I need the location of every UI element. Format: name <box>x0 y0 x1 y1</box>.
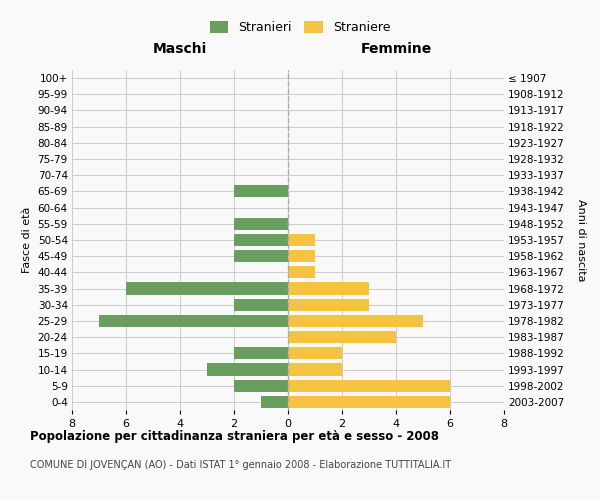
Y-axis label: Anni di nascita: Anni di nascita <box>576 198 586 281</box>
Bar <box>288 380 450 392</box>
Bar <box>288 364 342 376</box>
Bar <box>288 234 315 246</box>
Bar <box>261 396 288 408</box>
Text: COMUNE DI JOVENÇAN (AO) - Dati ISTAT 1° gennaio 2008 - Elaborazione TUTTITALIA.I: COMUNE DI JOVENÇAN (AO) - Dati ISTAT 1° … <box>30 460 451 470</box>
Text: Popolazione per cittadinanza straniera per età e sesso - 2008: Popolazione per cittadinanza straniera p… <box>30 430 439 443</box>
Bar <box>234 380 288 392</box>
Text: Maschi: Maschi <box>153 42 207 56</box>
Bar <box>234 250 288 262</box>
Bar <box>288 331 396 343</box>
Bar <box>288 348 342 360</box>
Bar <box>126 282 288 294</box>
Bar <box>234 234 288 246</box>
Y-axis label: Fasce di età: Fasce di età <box>22 207 32 273</box>
Bar <box>207 364 288 376</box>
Bar <box>288 250 315 262</box>
Bar <box>234 186 288 198</box>
Bar <box>234 298 288 311</box>
Bar <box>99 315 288 327</box>
Bar <box>288 298 369 311</box>
Legend: Stranieri, Straniere: Stranieri, Straniere <box>205 16 395 40</box>
Bar <box>288 266 315 278</box>
Bar <box>288 315 423 327</box>
Bar <box>288 396 450 408</box>
Bar <box>234 218 288 230</box>
Bar <box>288 282 369 294</box>
Text: Femmine: Femmine <box>361 42 431 56</box>
Bar <box>234 348 288 360</box>
